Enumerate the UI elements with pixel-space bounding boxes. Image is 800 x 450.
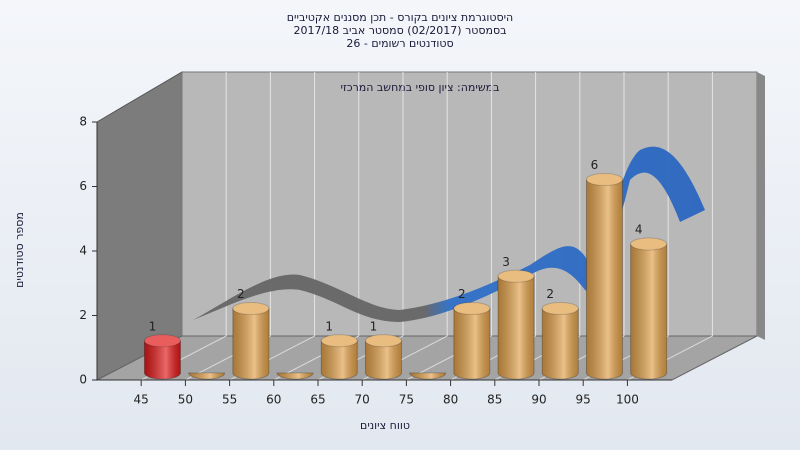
value-label: 1 [370, 319, 378, 333]
value-label: 1 [325, 319, 333, 333]
bar-top-light [232, 302, 269, 315]
bar-shade [232, 308, 269, 379]
x-tick-label: 50 [178, 393, 193, 407]
x-tick-label: 95 [576, 393, 591, 407]
y-tick-label: 2 [79, 308, 87, 322]
bar-top [320, 334, 358, 348]
bar-shade [586, 179, 623, 379]
y-tick-label: 4 [79, 244, 87, 258]
y-tick-label: 8 [79, 115, 87, 129]
x-tick-label: 65 [310, 393, 325, 407]
bar-top [585, 173, 623, 186]
value-label: 2 [546, 287, 554, 301]
value-label: 3 [502, 255, 510, 269]
bar-top [453, 302, 491, 315]
bar-shade [453, 308, 490, 379]
value-label: 2 [237, 287, 245, 301]
bar-shade [409, 373, 446, 379]
x-tick-label: 85 [487, 393, 502, 407]
x-tick-label: 70 [355, 393, 370, 407]
x-tick-label: 75 [399, 393, 414, 407]
y-axis-label: מספר סטודנטים [13, 212, 26, 288]
x-axis-label: טווח ציונים [360, 419, 410, 432]
x-tick-label: 80 [443, 393, 458, 407]
x-tick-label: 60 [266, 393, 281, 407]
bar-top [630, 237, 668, 251]
bar-top-light [498, 270, 535, 283]
bar-top [541, 302, 579, 315]
back-wall-edge [757, 72, 765, 340]
title-line: היסטוגרמת ציונים בקורס - תכן מסננים אקטי… [287, 11, 514, 24]
bar-shade [498, 276, 535, 379]
x-tick-label: 45 [134, 393, 149, 407]
y-tick-label: 0 [79, 373, 87, 387]
value-label: 2 [458, 287, 466, 301]
bar-shade [321, 340, 358, 379]
bar-shade [144, 340, 181, 379]
bar-shade [542, 308, 579, 379]
bar-top [497, 269, 535, 283]
title-line: בסמסטר (02/2017) סמסטר אביב 2017/18 [293, 24, 506, 37]
title-line: סטודנטים רשומים - 26 [346, 37, 453, 50]
bar-top-light [321, 334, 358, 347]
trend-ribbon [193, 146, 705, 322]
bar-top-light [365, 334, 402, 347]
bar-top [232, 302, 270, 315]
x-tick-label: 100 [616, 393, 639, 407]
bar-shade [188, 373, 225, 379]
annotation: במשימה: ציון סופי במחשב המרכזי [340, 81, 499, 94]
x-tick-label: 90 [531, 393, 546, 407]
value-label: 1 [149, 319, 157, 333]
y-tick-label: 6 [79, 179, 87, 193]
bar-top [364, 334, 402, 348]
bar-top-light [542, 302, 579, 315]
left-wall [96, 71, 183, 381]
bar-shade [630, 244, 667, 379]
value-label: 4 [635, 223, 643, 237]
x-tick-label: 55 [222, 393, 237, 407]
bar-top-light [453, 302, 490, 315]
bar-shade [277, 373, 314, 379]
bar-top-light [144, 334, 181, 347]
bar-top [143, 334, 181, 348]
value-label: 6 [591, 158, 599, 172]
bar-top-light [586, 173, 623, 186]
bar-shade [365, 340, 402, 379]
bar-top-light [630, 238, 667, 250]
